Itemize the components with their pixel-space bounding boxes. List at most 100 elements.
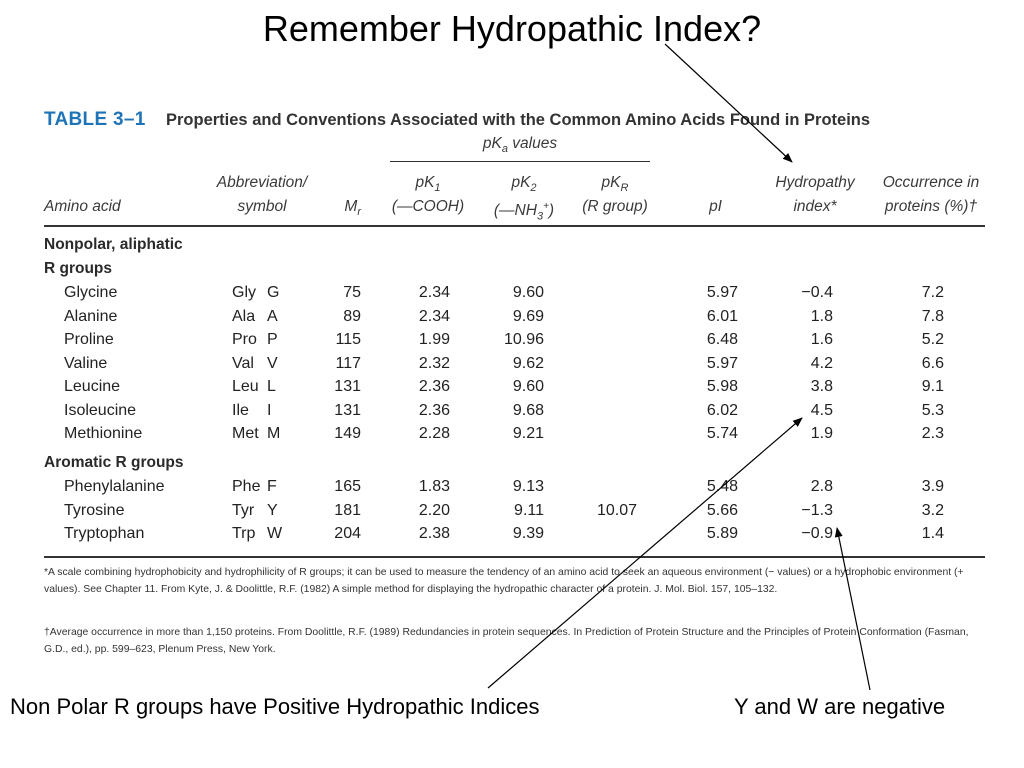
pk2-value: 10.96 bbox=[503, 331, 544, 348]
hydropathy-value: −0.4 bbox=[801, 284, 833, 301]
pka-header-rule bbox=[390, 161, 650, 162]
occurrence-value: 7.8 bbox=[921, 307, 944, 325]
hydropathy-value: −1.3 bbox=[801, 501, 833, 519]
header-occurrence: Occurrence in bbox=[882, 174, 980, 191]
abbreviation: Ile bbox=[232, 401, 249, 419]
symbol: W bbox=[267, 525, 283, 542]
header-symbol: symbol bbox=[237, 198, 287, 215]
pi-value: 5.98 bbox=[706, 378, 738, 395]
pi-value: 6.02 bbox=[706, 401, 738, 419]
table-row: Glycine Gly G 75 2.34 9.60 5.97 −0.4 7.2 bbox=[0, 281, 1024, 305]
occurrence-value: 3.9 bbox=[921, 478, 944, 495]
hydropathy-value: 4.5 bbox=[810, 401, 833, 419]
table-row: Alanine Ala A 89 2.34 9.69 6.01 1.8 7.8 bbox=[0, 305, 1024, 329]
symbol: G bbox=[267, 284, 280, 301]
header-pkr-sub: (R group) bbox=[582, 198, 648, 215]
pk2-value: 9.21 bbox=[512, 425, 544, 442]
pk1-value: 2.28 bbox=[418, 425, 450, 442]
header-index: index* bbox=[793, 198, 837, 215]
occurrence-value: 6.6 bbox=[921, 354, 944, 372]
abbreviation: Trp bbox=[232, 525, 256, 542]
pk1-value: 2.34 bbox=[418, 307, 450, 325]
header-amino-acid: Amino acid bbox=[44, 198, 121, 215]
group-title-aromatic: Aromatic R groups bbox=[44, 454, 184, 471]
pi-value: 5.66 bbox=[706, 501, 738, 519]
amino-acid-name: Tyrosine bbox=[64, 501, 125, 519]
footnote-hydropathy: *A scale combining hydrophobicity and hy… bbox=[44, 567, 964, 595]
header-pk1: pK1 bbox=[415, 174, 441, 195]
amino-acid-name: Valine bbox=[64, 354, 108, 372]
pk1-value: 2.38 bbox=[418, 525, 450, 542]
annotation-yw-negative: Y and W are negative bbox=[734, 694, 946, 719]
pi-value: 5.89 bbox=[706, 525, 738, 542]
mr-value: 89 bbox=[343, 307, 361, 325]
occurrence-value: 2.3 bbox=[921, 425, 944, 442]
mr-value: 115 bbox=[335, 331, 361, 348]
pka-values-header: pKa values bbox=[482, 135, 558, 156]
footnote-occurrence: †Average occurrence in more than 1,150 p… bbox=[44, 627, 969, 655]
mr-value: 149 bbox=[334, 425, 361, 442]
amino-acid-name: Glycine bbox=[64, 284, 118, 301]
header-abbreviation: Abbreviation/ bbox=[216, 174, 308, 191]
abbreviation: Leu bbox=[232, 378, 259, 395]
hydropathy-value: 2.8 bbox=[810, 478, 833, 495]
arrow-yw-to-index bbox=[834, 527, 871, 691]
hydropathy-value: −0.9 bbox=[801, 525, 833, 542]
abbreviation: Met bbox=[232, 425, 259, 442]
amino-acid-name: Tryptophan bbox=[64, 525, 145, 542]
table-row: Tryptophan Trp W 204 2.38 9.39 5.89 −0.9 1.4 bbox=[0, 522, 1024, 546]
mr-value: 75 bbox=[343, 284, 361, 301]
arrow-title-to-hydropathy bbox=[664, 43, 793, 163]
pk2-value: 9.62 bbox=[512, 354, 544, 372]
table-label: TABLE 3–1 bbox=[44, 109, 146, 130]
header-pkr: pKR bbox=[601, 174, 629, 195]
amino-acid-name: Leucine bbox=[64, 378, 121, 395]
symbol: A bbox=[267, 307, 278, 325]
annotation-nonpolar-positive: Non Polar R groups have Positive Hydropa… bbox=[10, 694, 540, 719]
table-caption: Properties and Conventions Associated wi… bbox=[166, 111, 871, 129]
pk1-value: 2.36 bbox=[418, 401, 450, 419]
hydropathy-value: 1.6 bbox=[810, 331, 833, 348]
slide-title: Remember Hydropathic Index? bbox=[262, 8, 762, 49]
mr-value: 181 bbox=[334, 501, 361, 519]
pk1-value: 2.20 bbox=[418, 501, 450, 519]
mr-value: 204 bbox=[334, 525, 361, 542]
pi-value: 6.48 bbox=[706, 331, 738, 348]
group-title-nonpolar-2: R groups bbox=[44, 260, 113, 277]
pk2-value: 9.13 bbox=[512, 478, 544, 495]
pk2-value: 9.68 bbox=[512, 401, 544, 419]
table-row: Isoleucine Ile I 131 2.36 9.68 6.02 4.5 5.3 bbox=[0, 399, 1024, 423]
table-row: Tyrosine Tyr Y 181 2.20 9.11 10.07 5.66 −1.3 3.2 bbox=[0, 499, 1024, 523]
occurrence-value: 5.3 bbox=[921, 401, 944, 419]
abbreviation: Phe bbox=[232, 478, 261, 495]
symbol: M bbox=[267, 425, 281, 442]
pkr-value: 10.07 bbox=[596, 501, 637, 519]
occurrence-value: 9.1 bbox=[921, 378, 944, 395]
abbreviation: Val bbox=[232, 354, 254, 372]
pk1-value: 2.34 bbox=[418, 284, 450, 301]
symbol: V bbox=[267, 354, 278, 372]
arrow-nonpolar-to-index bbox=[487, 417, 803, 689]
pi-value: 5.97 bbox=[706, 354, 738, 372]
symbol: F bbox=[267, 478, 277, 495]
header-hydropathy: Hydropathy bbox=[775, 174, 855, 191]
header-proteins: proteins (%)† bbox=[884, 198, 978, 215]
pk2-value: 9.60 bbox=[512, 284, 544, 301]
pk2-value: 9.39 bbox=[512, 525, 544, 542]
mr-value: 165 bbox=[334, 478, 361, 495]
occurrence-value: 1.4 bbox=[921, 525, 944, 542]
table-row: Valine Val V 117 2.32 9.62 5.97 4.2 6.6 bbox=[0, 352, 1024, 376]
amino-acid-name: Proline bbox=[64, 331, 114, 348]
pk1-value: 2.36 bbox=[418, 378, 450, 395]
pk1-value: 1.99 bbox=[418, 331, 450, 348]
symbol: L bbox=[267, 378, 276, 395]
pi-value: 5.97 bbox=[706, 284, 738, 301]
hydropathy-value: 3.8 bbox=[810, 378, 833, 395]
header-pk2-sub: (—NH3+) bbox=[493, 201, 555, 223]
hydropathy-value: 4.2 bbox=[810, 354, 833, 372]
occurrence-value: 5.2 bbox=[921, 331, 944, 348]
symbol: P bbox=[267, 331, 278, 348]
amino-acid-name: Isoleucine bbox=[64, 401, 137, 419]
